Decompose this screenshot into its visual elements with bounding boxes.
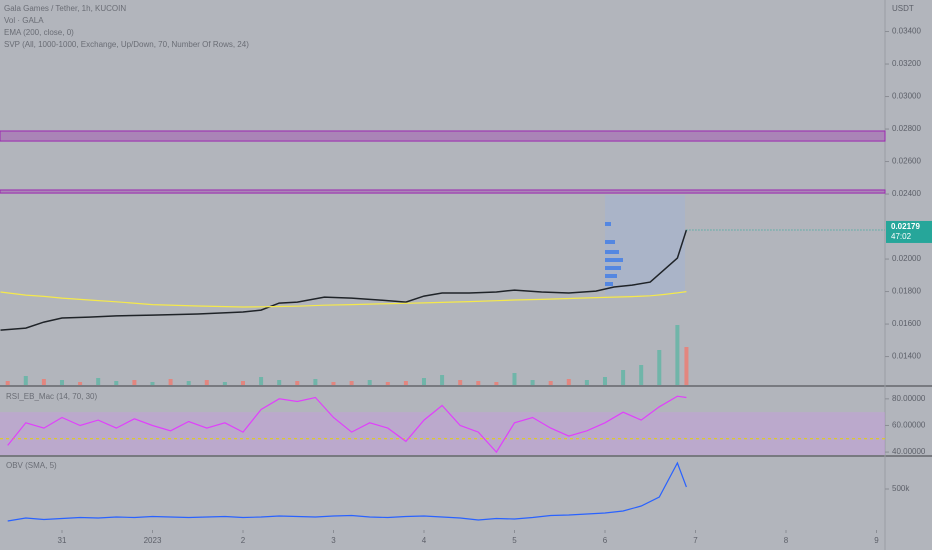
volume-bar <box>114 381 119 385</box>
volume-profile-area <box>605 195 685 295</box>
y-tick-label: 0.03200 <box>892 59 921 68</box>
obv-legend: OBV (SMA, 5) <box>6 461 57 470</box>
volume-bar <box>494 382 499 385</box>
volume-bar <box>657 350 662 385</box>
volume-bar <box>96 378 101 385</box>
volume-bar <box>23 376 28 385</box>
y-tick-label: 500k <box>892 484 910 493</box>
rsi-band <box>0 412 885 455</box>
profile-row <box>605 240 615 244</box>
symbol-title: Gala Games / Tether, 1h, KUCOIN <box>4 4 126 13</box>
currency-label: USDT <box>892 4 914 13</box>
volume-bar <box>440 375 445 385</box>
x-tick-label: 3 <box>331 536 336 545</box>
y-tick-label: 0.02400 <box>892 189 921 198</box>
profile-row <box>605 258 623 262</box>
volume-bar <box>259 377 264 385</box>
y-tick-label: 0.02600 <box>892 157 921 166</box>
volume-bar <box>530 380 535 385</box>
y-tick-label: 0.03400 <box>892 27 921 36</box>
y-tick-label: 40.00000 <box>892 447 926 456</box>
series-line <box>0 291 687 308</box>
indicator-legend: SVP (All, 1000-1000, Exchange, Up/Down, … <box>4 40 249 49</box>
indicator-legend: Vol · GALA <box>4 16 44 25</box>
profile-row <box>605 222 611 226</box>
volume-bar <box>548 381 553 385</box>
volume-bar <box>621 370 626 385</box>
volume-bar <box>512 373 517 385</box>
y-tick-label: 0.03000 <box>892 92 921 101</box>
x-tick-label: 5 <box>512 536 517 545</box>
volume-bar <box>458 380 463 385</box>
volume-bar <box>277 380 282 385</box>
volume-bar <box>566 379 571 385</box>
volume-bar <box>41 379 46 385</box>
volume-bar <box>186 381 191 385</box>
volume-bar <box>675 325 680 385</box>
volume-bar <box>204 380 209 385</box>
series-line <box>7 395 687 454</box>
volume-bar <box>240 381 245 385</box>
zone <box>0 130 886 142</box>
y-tick-label: 60.00000 <box>892 421 926 430</box>
profile-row <box>605 282 613 286</box>
volume-bar <box>5 381 10 385</box>
x-tick-label: 6 <box>603 536 608 545</box>
volume-bar <box>584 380 589 385</box>
y-tick-label: 0.01400 <box>892 352 921 361</box>
volume-bar <box>331 382 336 385</box>
zone <box>0 189 886 194</box>
volume-bar <box>222 382 227 385</box>
y-tick-label: 0.02000 <box>892 254 921 263</box>
x-tick-label: 8 <box>784 536 789 545</box>
last-price-label: 0.02179 <box>891 222 920 231</box>
volume-bar <box>313 379 318 385</box>
volume-bar <box>168 379 173 385</box>
x-tick-label: 2023 <box>144 536 162 545</box>
volume-bar <box>150 382 155 385</box>
y-tick-label: 0.02800 <box>892 124 921 133</box>
countdown: 47:02 <box>891 232 912 241</box>
volume-bar <box>639 365 644 385</box>
rsi-legend: RSI_EB_Mac (14, 70, 30) <box>6 392 97 401</box>
volume-bar <box>78 382 83 385</box>
last-price-box <box>886 220 932 243</box>
volume-bar <box>367 380 372 385</box>
x-tick-label: 4 <box>422 536 427 545</box>
volume-bar <box>602 377 607 385</box>
volume-bar <box>385 382 390 385</box>
volume-bar <box>421 378 426 385</box>
volume-bar <box>295 381 300 385</box>
series-line <box>0 229 688 331</box>
indicator-legend: EMA (200, close, 0) <box>4 28 74 37</box>
y-tick-label: 0.01800 <box>892 287 921 296</box>
profile-row <box>605 250 619 254</box>
volume-bar <box>59 380 64 385</box>
profile-row <box>605 274 617 278</box>
volume-bar <box>132 380 137 385</box>
volume-bar <box>403 381 408 385</box>
x-tick-label: 31 <box>58 536 67 545</box>
y-tick-label: 0.01600 <box>892 319 921 328</box>
y-tick-label: 80.00000 <box>892 394 926 403</box>
series-line <box>7 461 687 522</box>
x-tick-label: 7 <box>693 536 698 545</box>
volume-bar <box>349 381 354 385</box>
volume-profile-rows <box>605 222 623 286</box>
volume-bar <box>684 347 689 385</box>
x-tick-label: 2 <box>241 536 246 545</box>
volume-bar <box>476 381 481 385</box>
profile-row <box>605 266 621 270</box>
x-tick-label: 9 <box>874 536 879 545</box>
